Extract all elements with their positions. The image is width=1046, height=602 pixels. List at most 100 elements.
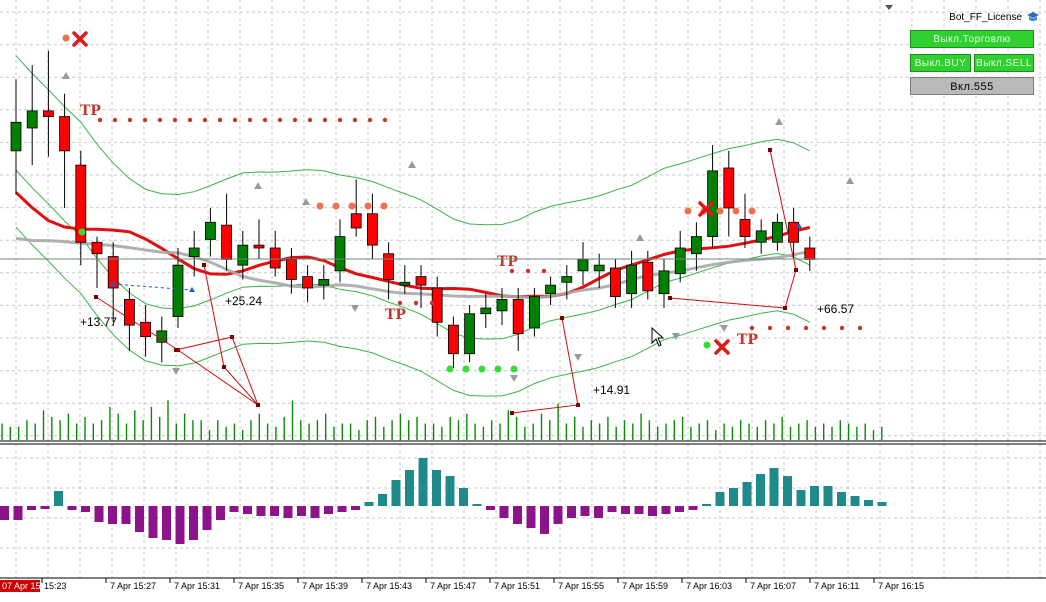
time-tick-label: 7 Apr 15:55 [558,581,604,591]
histogram-bar [189,506,198,540]
histogram-bar [702,504,711,506]
candle-body [642,261,654,292]
trade-point [668,296,672,300]
candle-body [399,281,411,286]
grid [0,0,1046,578]
arrow-up-icon [775,118,783,125]
histogram-bar [675,506,684,512]
candle-body [366,213,378,246]
tp-dot [767,325,773,331]
tp-dot [337,117,343,123]
candle-body [334,236,346,272]
bollinger-middle [15,169,811,340]
candle-body [577,259,589,272]
entry-dot [716,207,724,215]
candle-body [772,221,783,243]
histogram-bar [364,502,374,506]
histogram-bar [796,490,806,506]
candle-body [480,307,492,315]
histogram-bar [837,492,846,506]
histogram-bar [648,506,657,516]
candle-body [253,244,265,249]
histogram-bar [445,476,455,506]
histogram-bar [553,506,563,524]
candle-body [302,276,314,289]
entry-dot [703,341,711,349]
disable-sell-button[interactable]: Выкл.SELL [974,54,1034,72]
tp-dot [803,325,809,331]
histogram-bar [783,476,792,506]
volume-bars [1,400,883,440]
entry-dot [316,202,324,210]
tp-dot [397,300,403,306]
histogram-bar [580,506,590,516]
entry-dot [62,34,70,42]
tp-dot [857,325,863,331]
trade-point [230,335,234,339]
candle-body [496,299,508,312]
histogram-bar [864,500,873,506]
candle-body [59,116,70,152]
graduation-cap-icon [1027,12,1039,21]
profit-label-3: +14.91 [593,383,630,397]
time-tick-label: 7 Apr 15:39 [302,581,348,591]
tp-dot [821,325,827,331]
histogram-bar [378,494,387,506]
oscillator-histogram [0,458,887,544]
histogram-bar [81,506,90,512]
profit-label-2: +25.24 [225,294,262,308]
tp-dot [382,117,388,123]
trade-point [510,411,514,415]
tp-dot [749,325,755,331]
histogram-bar [472,504,482,506]
candle-body [383,253,395,280]
candle-body [188,247,200,257]
trade-lines [94,148,798,415]
trade-point [94,295,98,299]
histogram-bar [486,506,495,510]
candle-body [91,241,103,255]
histogram-bar [513,506,522,524]
entry-dot [478,365,486,373]
tp-dot [217,117,223,123]
enable-555-button[interactable]: Вкл.555 [910,77,1034,95]
tp-dot [262,117,268,123]
tp-label-2: TP [385,307,406,323]
scroll-marker-icon[interactable] [885,5,893,10]
candle-body [107,256,119,289]
candle-body [674,247,686,275]
trade-point [174,348,178,352]
candle-body [43,110,54,117]
disable-buy-button[interactable]: Выкл.BUY [910,54,971,72]
histogram-bar [135,506,144,532]
entry-dot [78,228,86,236]
candle-body [415,276,427,286]
entry-dot [380,202,388,210]
time-tick-label: 7 Apr 15:51 [494,581,540,591]
histogram-bar [270,506,279,516]
tp-dot [292,117,298,123]
histogram-bar [405,470,414,506]
tp-dot [127,117,133,123]
entry-dot [684,207,692,215]
tp-label-3: TP [497,254,518,270]
histogram-bar [216,506,225,520]
disable-trading-button[interactable]: Выкл.Торговлю [910,30,1034,48]
trade-point [222,365,226,369]
trade-line [669,149,797,309]
time-tick-label: 7 Apr 16:07 [750,581,796,591]
tp-dot [187,117,193,123]
tp-label-4: TP [737,332,758,348]
histogram-bar [297,506,306,516]
time-tick-label: 7 Apr 15:35 [238,581,284,591]
candle-body [545,284,556,295]
histogram-bar [526,506,536,528]
candle-body [626,264,637,295]
panel-title-text: Bot_FF_License [949,11,1022,23]
time-axis-ticks: 15:23 7 Apr 15:27 7 Apr 15:31 7 Apr 15:35 7 … [41,578,924,591]
tp-dot [785,325,791,331]
histogram-bar [324,506,333,514]
close-x-icon [72,31,88,47]
current-time-label: 07 Apr 15:22 [2,581,53,591]
